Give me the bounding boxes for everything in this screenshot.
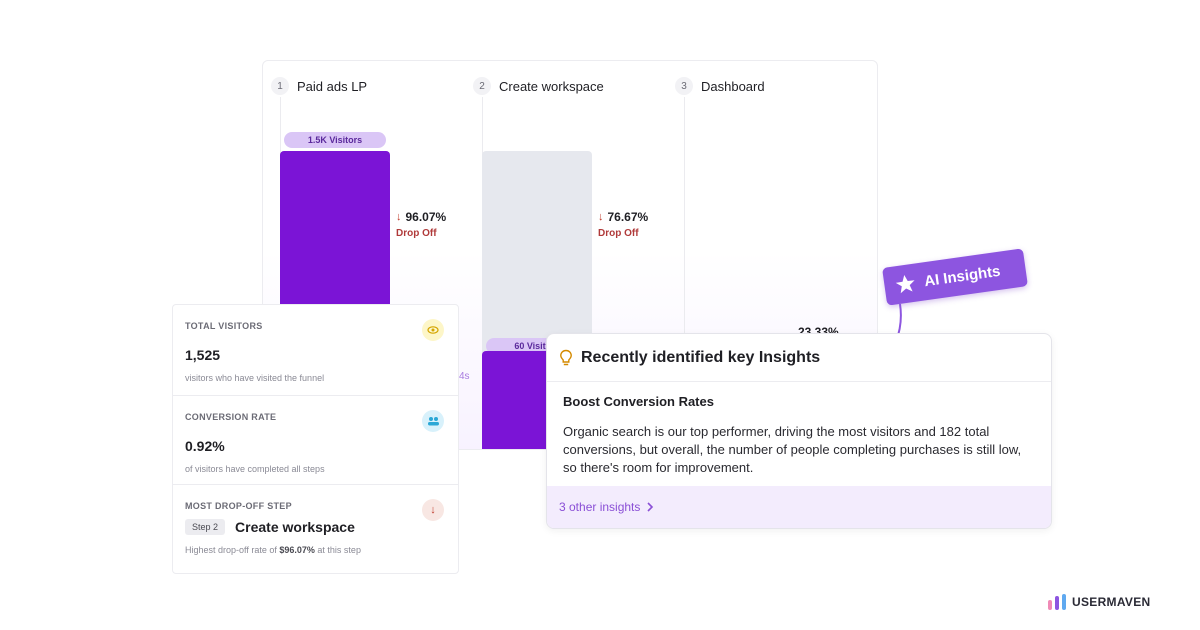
stat-title: MOST DROP-OFF STEP [185,501,292,511]
arrow-down-icon: ↓ [422,499,444,521]
dropoff-percent: 96.07% [405,210,447,224]
ai-insights-label: AI Insights [923,262,1002,290]
insights-header: Recently identified key Insights [547,334,1051,382]
partial-visitor-label: 4s [459,371,470,382]
star-icon [895,275,915,294]
arrow-down-icon: ↓ [396,211,402,223]
funnel-step-2[interactable]: 2 Create workspace [473,77,604,95]
insight-subtitle: Boost Conversion Rates [563,394,714,409]
lightbulb-icon [560,349,572,365]
desc-suffix: at this step [314,545,361,555]
desc-prefix: Highest drop-off rate of [185,545,280,555]
funnel-step-3[interactable]: 3 Dashboard [675,77,765,95]
stat-title: TOTAL VISITORS [185,321,263,331]
stats-panel: TOTAL VISITORS 1,525 visitors who have v… [172,304,459,574]
stat-conversion-rate: CONVERSION RATE 0.92% of visitors have c… [173,395,458,484]
other-insights-label: 3 other insights [559,500,641,514]
desc-value: $96.07% [279,545,315,555]
logo-bars-icon [1048,594,1066,610]
other-insights-link[interactable]: 3 other insights [547,486,1051,528]
dropoff-step-1: ↓ 96.07% Drop Off [396,210,446,239]
stat-title: CONVERSION RATE [185,412,277,422]
usermaven-logo: USERMAVEN [1047,594,1151,610]
step-tag: Step 2 [185,519,226,535]
logo-text: USERMAVEN [1072,595,1151,609]
stat-value: 1,525 [185,347,221,363]
stat-desc: visitors who have visited the funnel [185,373,325,383]
step-number: 3 [675,77,693,95]
insights-title: Recently identified key Insights [581,348,821,366]
dropoff-label: Drop Off [396,228,437,239]
stat-total-visitors: TOTAL VISITORS 1,525 visitors who have v… [173,305,458,395]
stat-desc: of visitors have completed all steps [185,464,325,474]
stat-value: 0.92% [185,438,225,454]
step-name: Create workspace [499,78,604,94]
step-number: 2 [473,77,491,95]
insights-card: Recently identified key Insights Boost C… [546,333,1052,529]
stat-value: Create workspace [235,519,355,535]
stat-most-drop-off: MOST DROP-OFF STEP Step 2 Create workspa… [173,484,458,574]
chevron-right-icon [647,502,654,512]
ai-insights-badge[interactable]: AI Insights [882,248,1028,306]
insight-text: Organic search is our top performer, dri… [563,424,1022,475]
step-name: Paid ads LP [297,78,368,94]
eye-icon [422,319,444,341]
dropoff-percent: 76.67% [607,210,649,224]
visitors-pill: 1.5K Visitors [284,132,386,148]
stat-desc: Highest drop-off rate of $96.07% at this… [185,545,446,555]
dropoff-step-2: ↓ 76.67% Drop Off [598,210,648,239]
funnel-step-1[interactable]: 1 Paid ads LP [271,77,367,95]
step-name: Dashboard [701,78,765,94]
users-icon [422,410,444,432]
arrow-down-icon: ↓ [598,211,604,223]
column-divider [684,97,685,449]
step-number: 1 [271,77,289,95]
dropoff-label: Drop Off [598,228,639,239]
